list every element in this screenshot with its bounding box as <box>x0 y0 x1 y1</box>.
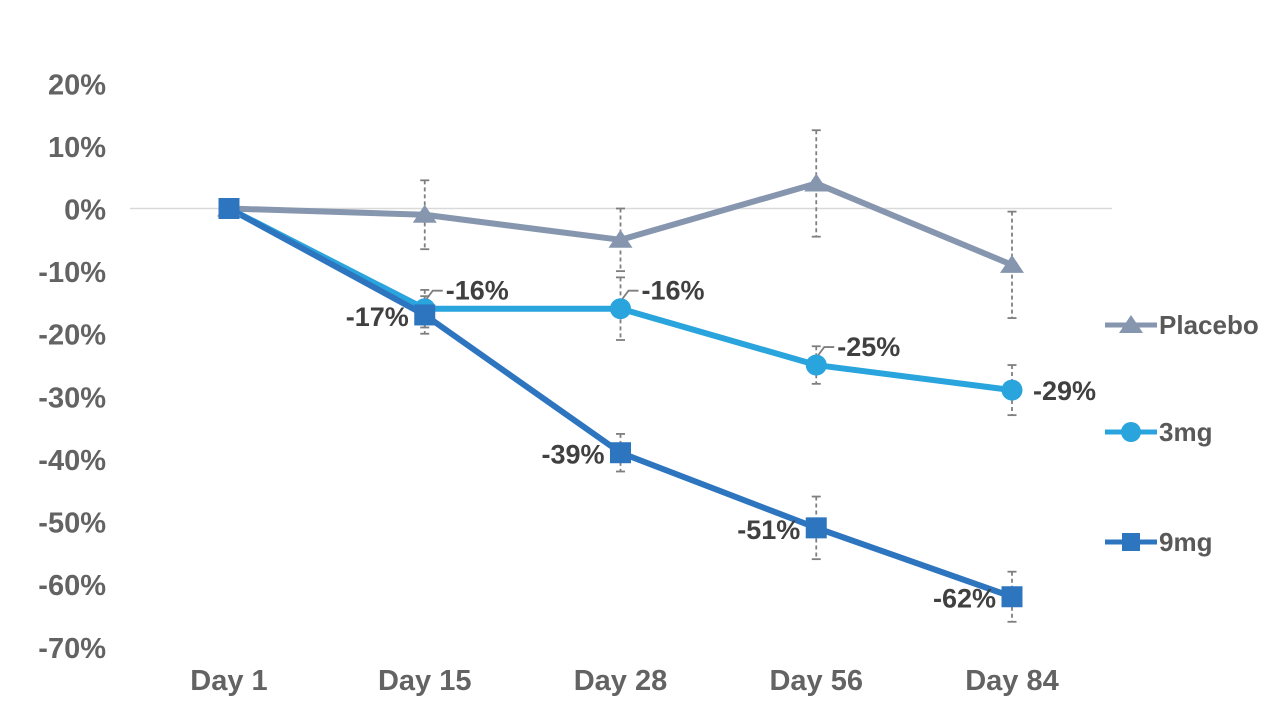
y-tick-label: -30% <box>38 382 106 414</box>
label-connector-3mg-Day 15 <box>426 289 443 300</box>
legend-label-3mg: 3mg <box>1159 417 1213 447</box>
x-tick-label: Day 84 <box>965 665 1059 697</box>
marker-9mg-Day 28 <box>610 442 631 464</box>
marker-Placebo-Day 84 <box>1000 254 1024 273</box>
square-marker-icon <box>1122 533 1140 551</box>
3mg-legend-marker <box>1105 422 1157 442</box>
marker-3mg-Day 56 <box>805 354 827 376</box>
legend-item-3mg: 3mg <box>1104 419 1212 445</box>
legend-label-9mg: 9mg <box>1159 527 1213 557</box>
legend-label-placebo: Placebo <box>1159 310 1259 340</box>
x-tick-label: Day 15 <box>378 665 472 697</box>
y-tick-label: -70% <box>38 633 106 665</box>
marker-9mg-Day 15 <box>414 304 436 326</box>
chart-legend: Placebo 3mg 9mg <box>1104 0 1280 719</box>
marker-3mg-Day 84 <box>1001 379 1023 401</box>
x-tick-label: Day 1 <box>190 665 267 697</box>
marker-9mg-Day 1 <box>218 198 240 219</box>
y-tick-label: 10% <box>48 132 106 164</box>
marker-Placebo-Day 28 <box>608 229 633 248</box>
data-label-3mg-Day 28: -16% <box>642 276 705 306</box>
data-label-3mg-Day 84: -29% <box>1033 376 1096 406</box>
y-tick-label: -60% <box>38 570 106 602</box>
placebo-legend-marker <box>1105 315 1157 333</box>
data-label-9mg-Day 84: -62% <box>933 584 996 614</box>
label-connector-3mg-Day 28 <box>621 289 639 300</box>
data-label-9mg-Day 56: -51% <box>737 515 800 545</box>
marker-9mg-Day 84 <box>1001 586 1023 608</box>
y-tick-label: -40% <box>38 445 106 477</box>
y-tick-label: 0% <box>64 195 106 227</box>
legend-item-9mg: 9mg <box>1104 529 1212 555</box>
y-tick-label: -10% <box>38 257 106 289</box>
y-tick-label: -20% <box>38 320 106 352</box>
y-tick-label: 20% <box>48 69 106 101</box>
data-label-9mg-Day 28: -39% <box>541 440 604 470</box>
circle-marker-icon <box>1121 422 1141 442</box>
marker-Placebo-Day 15 <box>412 204 437 223</box>
data-label-3mg-Day 56: -25% <box>837 332 900 362</box>
y-tick-label: -50% <box>38 508 106 540</box>
x-tick-label: Day 28 <box>574 665 668 697</box>
marker-Placebo-Day 56 <box>804 173 829 192</box>
label-connector-3mg-Day 56 <box>817 346 835 356</box>
marker-9mg-Day 56 <box>805 517 827 539</box>
9mg-legend-marker <box>1105 533 1157 551</box>
legend-item-placebo: Placebo <box>1104 312 1259 338</box>
triangle-marker-icon <box>1119 315 1143 333</box>
x-tick-label: Day 56 <box>769 665 863 697</box>
data-label-9mg-Day 15: -17% <box>346 302 409 332</box>
marker-3mg-Day 28 <box>610 298 631 320</box>
data-label-3mg-Day 15: -16% <box>446 276 509 306</box>
